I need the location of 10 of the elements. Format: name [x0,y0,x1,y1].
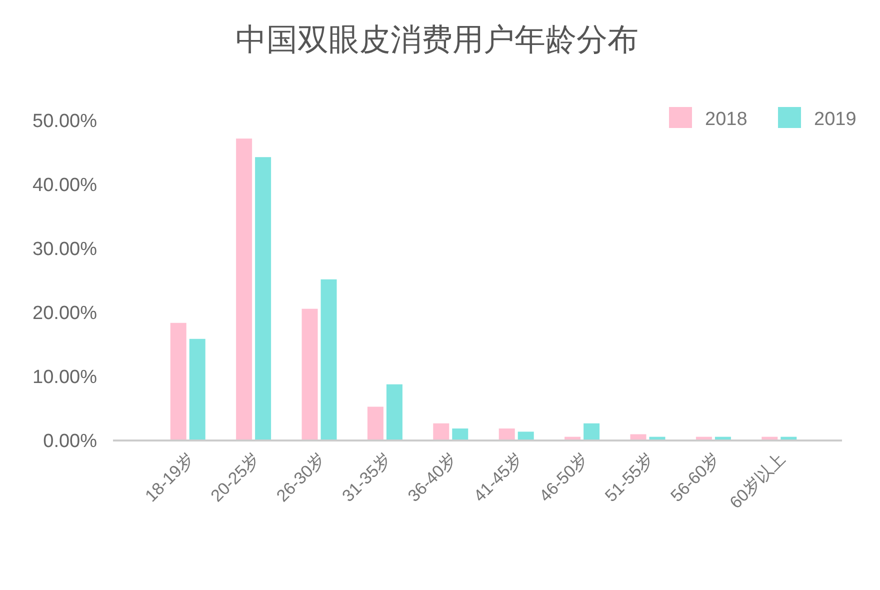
y-tick-label: 10.00% [32,367,98,388]
y-tick-label: 0.00% [43,431,98,452]
legend-label: 2019 [814,109,856,130]
x-tick-label: 60岁以上 [726,449,789,512]
title: 中国双眼皮消费用户年龄分布 [236,22,638,57]
y-tick-label: 20.00% [32,303,98,324]
y-tick-label: 40.00% [32,175,98,196]
y-tick-label: 30.00% [32,239,98,260]
legend-label: 2018 [705,109,748,130]
y-tick-label: 50.00% [32,111,98,132]
